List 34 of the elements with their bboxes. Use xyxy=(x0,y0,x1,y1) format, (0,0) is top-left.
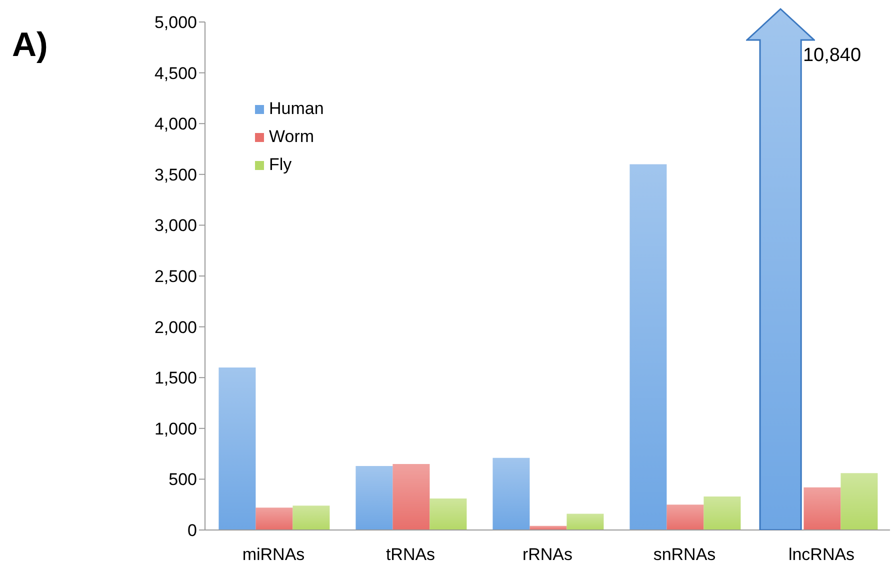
x-tick-label: tRNAs xyxy=(386,545,436,564)
bar xyxy=(356,466,393,530)
bar xyxy=(704,496,741,530)
text: A) xyxy=(12,26,48,65)
bar xyxy=(566,514,604,530)
legend-label: Fly xyxy=(269,154,292,176)
bar xyxy=(392,464,430,530)
y-tick-label: 2,500 xyxy=(154,267,197,286)
bar xyxy=(804,487,841,530)
y-tick-label: 1,000 xyxy=(154,419,197,438)
legend-label: Human xyxy=(269,98,324,120)
bar xyxy=(218,367,256,530)
y-tick-label: 4,000 xyxy=(154,114,197,134)
bar xyxy=(630,164,667,530)
bar xyxy=(430,498,467,530)
bar xyxy=(292,506,330,530)
y-tick-label: 3,000 xyxy=(154,216,197,236)
bar xyxy=(256,508,293,530)
y-tick-label: 0 xyxy=(188,521,197,540)
y-tick-label: 1,500 xyxy=(154,368,197,388)
bar xyxy=(492,458,530,530)
bar xyxy=(840,473,878,530)
y-tick-label: 5,000 xyxy=(154,13,197,32)
x-tick-label: snRNAs xyxy=(653,545,716,564)
annotation: 10,840 xyxy=(802,45,862,67)
x-tick-label: rRNAs xyxy=(522,545,573,564)
bar xyxy=(666,504,704,530)
x-tick-label: miRNAs xyxy=(242,545,305,564)
y-tick-label: 3,500 xyxy=(154,165,197,184)
y-tick-label: 500 xyxy=(168,470,197,490)
y-tick-label: 2,000 xyxy=(154,318,197,337)
y-tick-label: 4,500 xyxy=(154,64,197,83)
x-tick-label: lncRNAs xyxy=(788,545,855,564)
legend-label: Worm xyxy=(269,126,314,148)
